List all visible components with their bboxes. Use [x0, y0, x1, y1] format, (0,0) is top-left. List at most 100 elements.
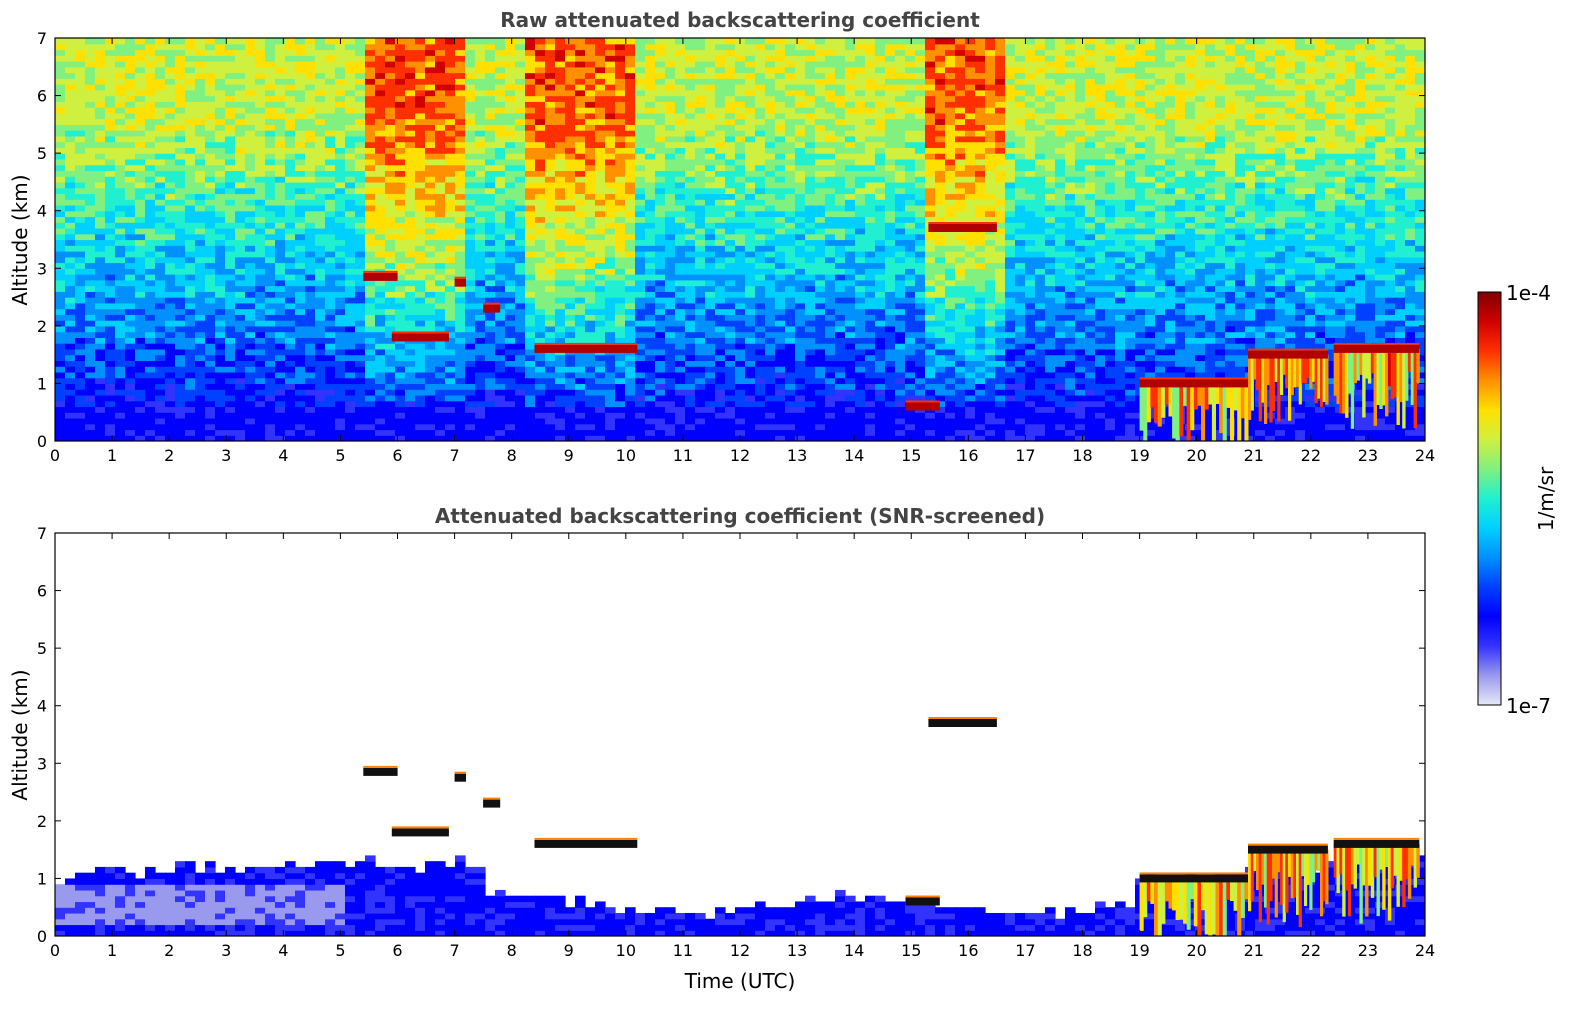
heatmap-cell	[435, 43, 446, 51]
heatmap-cell	[445, 406, 456, 413]
heatmap-cell	[445, 291, 456, 298]
heatmap-cell	[665, 325, 676, 333]
heatmap-cell	[55, 371, 66, 379]
heatmap-cell	[265, 343, 276, 350]
heatmap-cell	[175, 239, 186, 246]
heatmap-cell	[625, 297, 636, 304]
heatmap-cell	[675, 210, 686, 218]
heatmap-cell	[565, 147, 576, 154]
heatmap-cell	[165, 227, 176, 235]
heatmap-cell	[465, 170, 476, 177]
heatmap-cell	[125, 135, 136, 143]
heatmap-cell	[675, 245, 686, 252]
heatmap-cell	[615, 227, 626, 235]
heatmap-cell	[385, 285, 396, 292]
heatmap-cell	[505, 389, 516, 396]
heatmap-cell	[685, 383, 696, 390]
heatmap-cell	[65, 291, 76, 298]
heatmap-cell	[125, 429, 136, 436]
heatmap-cell	[175, 55, 186, 62]
heatmap-cell	[95, 406, 106, 413]
heatmap-cell	[655, 354, 666, 361]
heatmap-cell	[365, 400, 376, 408]
heatmap-cell	[75, 412, 86, 419]
heatmap-cell	[395, 343, 406, 350]
heatmap-cell	[585, 245, 596, 252]
heatmap-cell	[245, 262, 256, 269]
heatmap-cell	[195, 274, 206, 281]
heatmap-cell	[585, 124, 596, 131]
heatmap-cell	[355, 227, 366, 235]
heatmap-cell	[175, 78, 186, 85]
heatmap-cell	[365, 348, 376, 356]
heatmap-cell	[425, 412, 436, 419]
heatmap-cell	[485, 72, 496, 79]
heatmap-cell	[235, 38, 246, 45]
heatmap-cell	[295, 337, 306, 344]
heatmap-cell	[225, 147, 236, 154]
heatmap-cell	[435, 394, 446, 402]
heatmap-cell	[645, 124, 656, 131]
heatmap-cell	[485, 279, 496, 287]
heatmap-cell	[625, 308, 636, 315]
heatmap-cell	[475, 285, 486, 292]
heatmap-cell	[255, 176, 266, 183]
heatmap-cell	[265, 302, 276, 310]
heatmap-cell	[65, 210, 76, 218]
heatmap-cell	[415, 101, 426, 108]
heatmap-cell	[545, 95, 556, 102]
heatmap-cell	[185, 158, 196, 166]
heatmap-cell	[195, 360, 206, 367]
heatmap-cell	[435, 153, 446, 160]
heatmap-cell	[445, 360, 456, 367]
heatmap-cell	[65, 49, 76, 56]
heatmap-cell	[555, 400, 566, 408]
heatmap-cell	[655, 239, 666, 246]
heatmap-cell	[95, 210, 106, 218]
heatmap-cell	[495, 377, 506, 385]
heatmap-cell	[215, 38, 226, 45]
heatmap-cell	[535, 78, 546, 85]
heatmap-cell	[695, 187, 706, 195]
heatmap-cell	[155, 297, 166, 304]
heatmap-cell	[165, 118, 176, 125]
heatmap-cell	[285, 181, 296, 189]
heatmap-cell	[615, 181, 626, 189]
heatmap-cell	[695, 314, 706, 321]
heatmap-cell	[545, 435, 556, 441]
heatmap-cell	[275, 406, 286, 413]
heatmap-cell	[575, 245, 586, 252]
heatmap-cell	[205, 141, 216, 148]
heatmap-cell	[275, 354, 286, 361]
heatmap-cell	[585, 412, 596, 419]
heatmap-cell	[65, 181, 76, 189]
heatmap-cell	[555, 256, 566, 264]
heatmap-cell	[325, 141, 336, 148]
heatmap-cell	[325, 78, 336, 85]
heatmap-cell	[75, 251, 86, 258]
heatmap-cell	[485, 61, 496, 68]
heatmap-cell	[565, 124, 576, 131]
heatmap-cell	[685, 199, 696, 206]
heatmap-cell	[655, 78, 666, 85]
heatmap-cell	[385, 314, 396, 321]
heatmap-cell	[735, 61, 746, 68]
heatmap-cell	[295, 84, 306, 91]
heatmap-cell	[585, 314, 596, 321]
heatmap-cell	[655, 371, 666, 379]
heatmap-cell	[285, 285, 296, 292]
heatmap-cell	[615, 147, 626, 154]
heatmap-cell	[215, 124, 226, 131]
heatmap-cell	[535, 417, 546, 425]
heatmap-cell	[285, 262, 296, 269]
heatmap-cell	[95, 181, 106, 189]
heatmap-cell	[215, 412, 226, 419]
heatmap-cell	[265, 222, 276, 229]
heatmap-cell	[395, 78, 406, 85]
heatmap-cell	[385, 343, 396, 350]
heatmap-cell	[745, 222, 756, 229]
heatmap-cell	[415, 274, 426, 281]
heatmap-cell	[725, 297, 736, 304]
heatmap-cell	[345, 262, 356, 269]
heatmap-cell	[605, 107, 616, 114]
